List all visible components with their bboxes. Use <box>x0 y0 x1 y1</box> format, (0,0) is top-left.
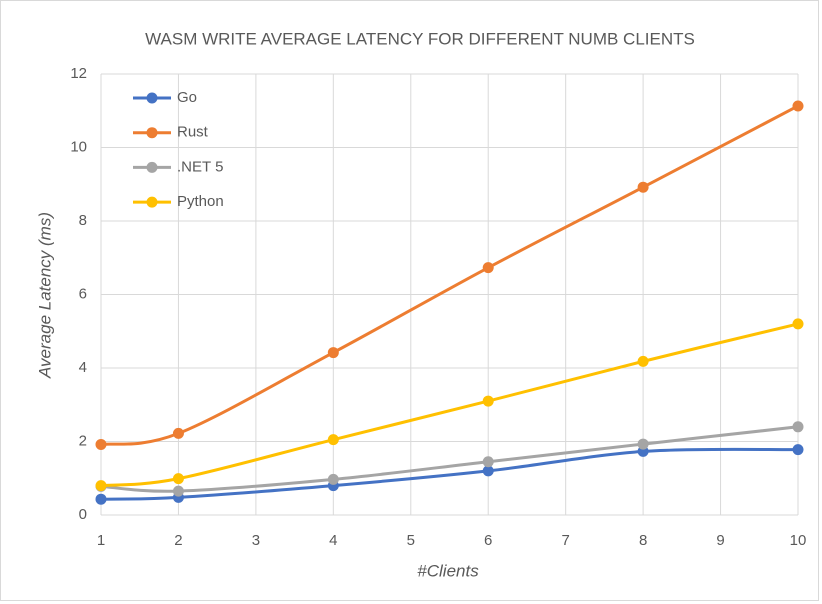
legend-marker <box>146 161 158 173</box>
x-axis-label: #Clients <box>417 561 479 580</box>
chart-title: WASM WRITE AVERAGE LATENCY FOR DIFFERENT… <box>145 29 695 48</box>
data-point <box>792 100 804 112</box>
data-point <box>327 434 339 446</box>
data-point <box>95 493 107 505</box>
data-point <box>637 438 649 450</box>
data-point <box>637 181 649 193</box>
y-axis-label: Average Latency (ms) <box>35 212 54 379</box>
data-point <box>637 355 649 367</box>
legend-label: Rust <box>177 124 209 141</box>
data-point <box>95 480 107 492</box>
y-tick-label: 6 <box>79 285 87 302</box>
x-tick-label: 7 <box>561 532 569 549</box>
legend-label: Python <box>177 193 224 210</box>
x-tick-label: 1 <box>97 532 105 549</box>
y-tick-label: 12 <box>70 65 87 82</box>
data-point <box>172 427 184 439</box>
data-point <box>482 456 494 468</box>
data-point <box>95 438 107 450</box>
data-point <box>172 473 184 485</box>
data-point <box>482 395 494 407</box>
x-tick-label: 2 <box>174 532 182 549</box>
legend-label: .NET 5 <box>177 158 223 175</box>
y-tick-label: 2 <box>79 432 87 449</box>
legend-marker <box>146 127 158 139</box>
legend-marker <box>146 92 158 104</box>
data-point <box>792 318 804 330</box>
data-point <box>792 444 804 456</box>
y-tick-label: 10 <box>70 138 87 155</box>
legend-marker <box>146 196 158 208</box>
x-tick-label: 10 <box>790 532 807 549</box>
x-tick-label: 4 <box>329 532 337 549</box>
y-tick-label: 0 <box>79 506 87 523</box>
data-point <box>792 421 804 433</box>
x-tick-label: 8 <box>639 532 647 549</box>
data-point <box>327 473 339 485</box>
x-tick-label: 9 <box>716 532 724 549</box>
data-point <box>482 465 494 477</box>
y-tick-label: 8 <box>79 212 87 229</box>
legend-label: Go <box>177 89 197 106</box>
data-point <box>172 485 184 497</box>
x-tick-label: 5 <box>407 532 415 549</box>
data-point <box>327 347 339 359</box>
x-tick-label: 3 <box>252 532 260 549</box>
x-tick-label: 6 <box>484 532 492 549</box>
y-tick-label: 4 <box>79 359 87 376</box>
data-point <box>482 262 494 274</box>
